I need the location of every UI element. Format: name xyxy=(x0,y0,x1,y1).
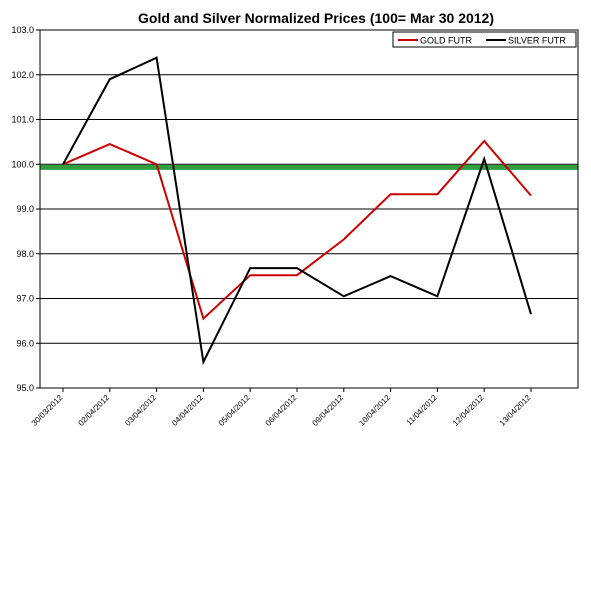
y-tick-label: 96.0 xyxy=(16,338,34,348)
x-tick-label: 12/04/2012 xyxy=(451,393,486,428)
series-line-silver xyxy=(62,56,532,366)
y-tick-label: 103.0 xyxy=(11,25,34,35)
legend-label-silver: SILVER FUTR xyxy=(508,36,566,46)
x-tick-label: 06/04/2012 xyxy=(264,393,299,428)
chart-title: Gold and Silver Normalized Prices (100= … xyxy=(138,10,494,26)
x-tick-label: 03/04/2012 xyxy=(123,393,158,428)
x-tick-label: 04/04/2012 xyxy=(170,393,205,428)
x-tick-label: 05/04/2012 xyxy=(217,393,252,428)
x-axis: 30/03/2012 02/04/2012 03/04/2012 04/04/2012… xyxy=(30,388,533,428)
x-tick-label: 30/03/2012 xyxy=(30,393,65,428)
y-tick-label: 101.0 xyxy=(11,115,34,125)
x-tick-label: 11/04/2012 xyxy=(405,393,440,428)
y-tick-label: 95.0 xyxy=(16,383,34,393)
x-tick-label: 02/04/2012 xyxy=(77,393,112,428)
x-tick-label: 10/04/2012 xyxy=(357,393,392,428)
y-tick-label: 102.0 xyxy=(11,70,34,80)
x-tick-label: 09/04/2012 xyxy=(311,393,346,428)
y-tick-label: 100.0 xyxy=(11,159,34,169)
legend-label-gold: GOLD FUTR xyxy=(420,36,473,46)
x-tick-label: 13/04/2012 xyxy=(498,393,533,428)
grid xyxy=(40,29,578,389)
legend: GOLD FUTR SILVER FUTR xyxy=(392,31,577,48)
y-tick-label: 97.0 xyxy=(16,294,34,304)
y-axis: 95.0 96.0 97.0 98.0 99.0 100.0 101.0 102.0 103.0 xyxy=(11,25,40,393)
series-group xyxy=(62,56,532,366)
y-tick-label: 98.0 xyxy=(16,249,34,259)
legend-box xyxy=(392,31,577,48)
series-line-gold xyxy=(62,139,532,321)
y-tick-label: 99.0 xyxy=(16,204,34,214)
